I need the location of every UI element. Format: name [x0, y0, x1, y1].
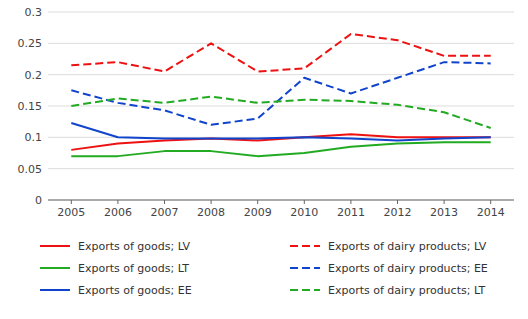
- x-tick-label: 2014: [477, 206, 505, 219]
- grid-line: [48, 12, 514, 13]
- x-tick-label: 2008: [197, 206, 225, 219]
- x-tick-label: 2013: [430, 206, 458, 219]
- grid-line: [48, 74, 514, 75]
- x-tick: [444, 200, 445, 204]
- x-tick: [117, 200, 118, 204]
- x-tick-label: 2006: [104, 206, 132, 219]
- y-tick-label: 0: [35, 194, 42, 207]
- legend-label: Exports of dairy products; LV: [328, 240, 487, 253]
- x-tick-label: 2007: [151, 206, 179, 219]
- x-tick: [164, 200, 165, 204]
- grid-line: [48, 168, 514, 169]
- y-tick-label: 0.3: [25, 6, 43, 19]
- grid-line: [48, 106, 514, 107]
- series-line: [71, 34, 490, 72]
- x-tick: [350, 200, 351, 204]
- y-tick-label: 0.15: [18, 100, 43, 113]
- chart: 0 0.05 0.1 0.15 0.2 0.25 0.3 2005 2006 2007 2008 20…: [0, 0, 528, 319]
- series-line: [71, 123, 490, 141]
- legend-swatch: [40, 267, 70, 269]
- legend-swatch: [290, 245, 320, 247]
- x-tick-label: 2012: [384, 206, 412, 219]
- y-tick-label: 0.05: [18, 163, 43, 176]
- legend-swatch: [290, 267, 320, 269]
- plot-area: [71, 34, 490, 156]
- x-tick: [490, 200, 491, 204]
- y-tick-label: 0.25: [18, 37, 43, 50]
- x-tick-label: 2011: [337, 206, 365, 219]
- series-line: [71, 62, 490, 125]
- x-tick-label: 2010: [290, 206, 318, 219]
- y-tick-label: 0.1: [25, 131, 43, 144]
- legend-label: Exports of dairy products; LT: [328, 284, 485, 297]
- legend-swatch: [40, 245, 70, 247]
- x-tick: [304, 200, 305, 204]
- x-tick: [71, 200, 72, 204]
- grid-line: [48, 43, 514, 44]
- legend-label: Exports of dairy products; EE: [328, 262, 488, 275]
- x-tick: [397, 200, 398, 204]
- x-tick-label: 2009: [244, 206, 272, 219]
- legend-label: Exports of goods; EE: [78, 284, 192, 297]
- x-tick: [257, 200, 258, 204]
- y-tick-label: 0.2: [25, 69, 43, 82]
- series-line: [71, 142, 490, 156]
- legend-swatch: [40, 289, 70, 291]
- series-line: [71, 97, 490, 128]
- legend-swatch: [290, 289, 320, 291]
- legend-label: Exports of goods; LV: [78, 240, 191, 253]
- x-tick: [211, 200, 212, 204]
- x-tick-label: 2005: [57, 206, 85, 219]
- legend: Exports of goods; LV Exports of goods; LT…: [40, 240, 488, 297]
- legend-label: Exports of goods; LT: [78, 262, 189, 275]
